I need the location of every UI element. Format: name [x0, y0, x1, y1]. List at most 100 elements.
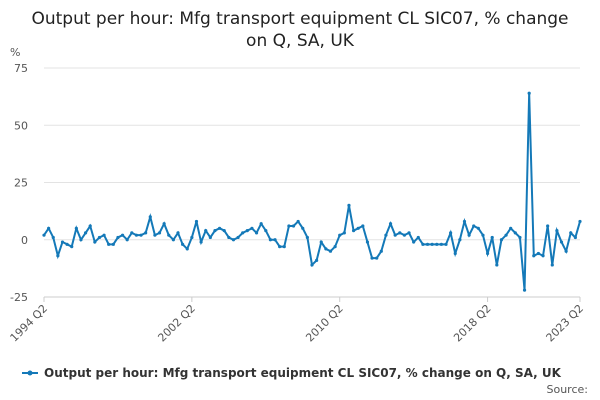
point — [213, 228, 217, 233]
point — [250, 226, 254, 230]
point — [310, 263, 314, 267]
point — [578, 219, 582, 224]
point — [51, 235, 55, 240]
y-axis-label: % — [10, 46, 20, 59]
point — [569, 231, 573, 235]
point — [236, 235, 240, 240]
legend-label: Output per hour: Mfg transport equipment… — [44, 366, 562, 380]
point — [144, 231, 148, 235]
point — [481, 233, 485, 237]
point — [555, 228, 559, 233]
point — [546, 224, 550, 228]
point — [430, 242, 434, 246]
point — [208, 235, 212, 240]
x-tick-label: 2023 Q2 — [544, 302, 587, 345]
y-tick-label: 25 — [14, 177, 28, 190]
point — [365, 240, 370, 244]
point — [107, 242, 111, 246]
point — [532, 254, 536, 258]
point — [398, 231, 402, 235]
point — [185, 247, 189, 251]
point — [190, 235, 194, 240]
point — [536, 251, 541, 256]
point — [217, 226, 222, 230]
point — [319, 240, 323, 244]
point — [356, 226, 360, 230]
point — [444, 242, 448, 246]
point — [328, 249, 333, 253]
point — [439, 242, 443, 246]
source: Source: — [547, 383, 589, 396]
point — [268, 238, 273, 242]
chart-title: Output per hour: Mfg transport equipment… — [31, 9, 569, 51]
point — [88, 224, 92, 228]
point — [347, 203, 351, 207]
point — [421, 242, 425, 246]
point — [412, 240, 416, 244]
point — [351, 228, 356, 233]
point — [259, 222, 263, 226]
point — [97, 235, 102, 240]
point — [324, 247, 328, 251]
point — [453, 251, 457, 256]
point — [287, 224, 291, 228]
point — [550, 263, 554, 267]
point — [70, 245, 74, 249]
point — [462, 219, 467, 224]
point — [338, 233, 342, 237]
point — [402, 233, 407, 237]
point — [573, 235, 577, 240]
point — [157, 231, 162, 235]
point — [222, 228, 226, 233]
point — [194, 219, 199, 224]
point — [111, 242, 115, 246]
point — [42, 233, 46, 237]
x-tick-label: 2010 Q2 — [303, 302, 346, 345]
x-tick-label: 2002 Q2 — [155, 302, 198, 345]
point — [559, 240, 564, 244]
point — [361, 224, 365, 228]
x-tick-label: 1994 Q2 — [8, 302, 51, 345]
point — [388, 222, 393, 226]
point — [199, 240, 203, 244]
point — [476, 226, 480, 230]
point — [47, 226, 51, 230]
point — [93, 240, 97, 244]
point — [116, 235, 120, 240]
point — [564, 249, 568, 253]
point — [273, 238, 277, 242]
point — [393, 233, 397, 237]
point — [375, 256, 379, 260]
point — [305, 235, 309, 240]
point — [139, 233, 143, 237]
point — [74, 226, 78, 230]
point — [282, 245, 286, 249]
y-tick-label: 0 — [21, 234, 28, 247]
point — [227, 235, 231, 240]
point — [171, 238, 175, 242]
point — [134, 233, 139, 237]
x-tick-label: 2018 Q2 — [451, 302, 494, 345]
point — [130, 231, 134, 235]
point — [296, 219, 300, 224]
point — [449, 231, 453, 235]
point — [231, 238, 236, 242]
point — [342, 231, 346, 235]
point — [60, 240, 65, 244]
point — [153, 233, 157, 237]
point — [125, 238, 129, 242]
point — [254, 231, 259, 235]
point — [264, 228, 268, 233]
y-tick-label: 75 — [14, 62, 28, 75]
point — [245, 228, 249, 233]
point — [79, 238, 83, 242]
point — [379, 249, 383, 253]
point — [204, 228, 208, 233]
point — [278, 245, 282, 249]
point — [148, 215, 152, 219]
point — [416, 235, 420, 240]
point — [509, 226, 513, 230]
point — [407, 231, 411, 235]
point — [167, 233, 171, 237]
